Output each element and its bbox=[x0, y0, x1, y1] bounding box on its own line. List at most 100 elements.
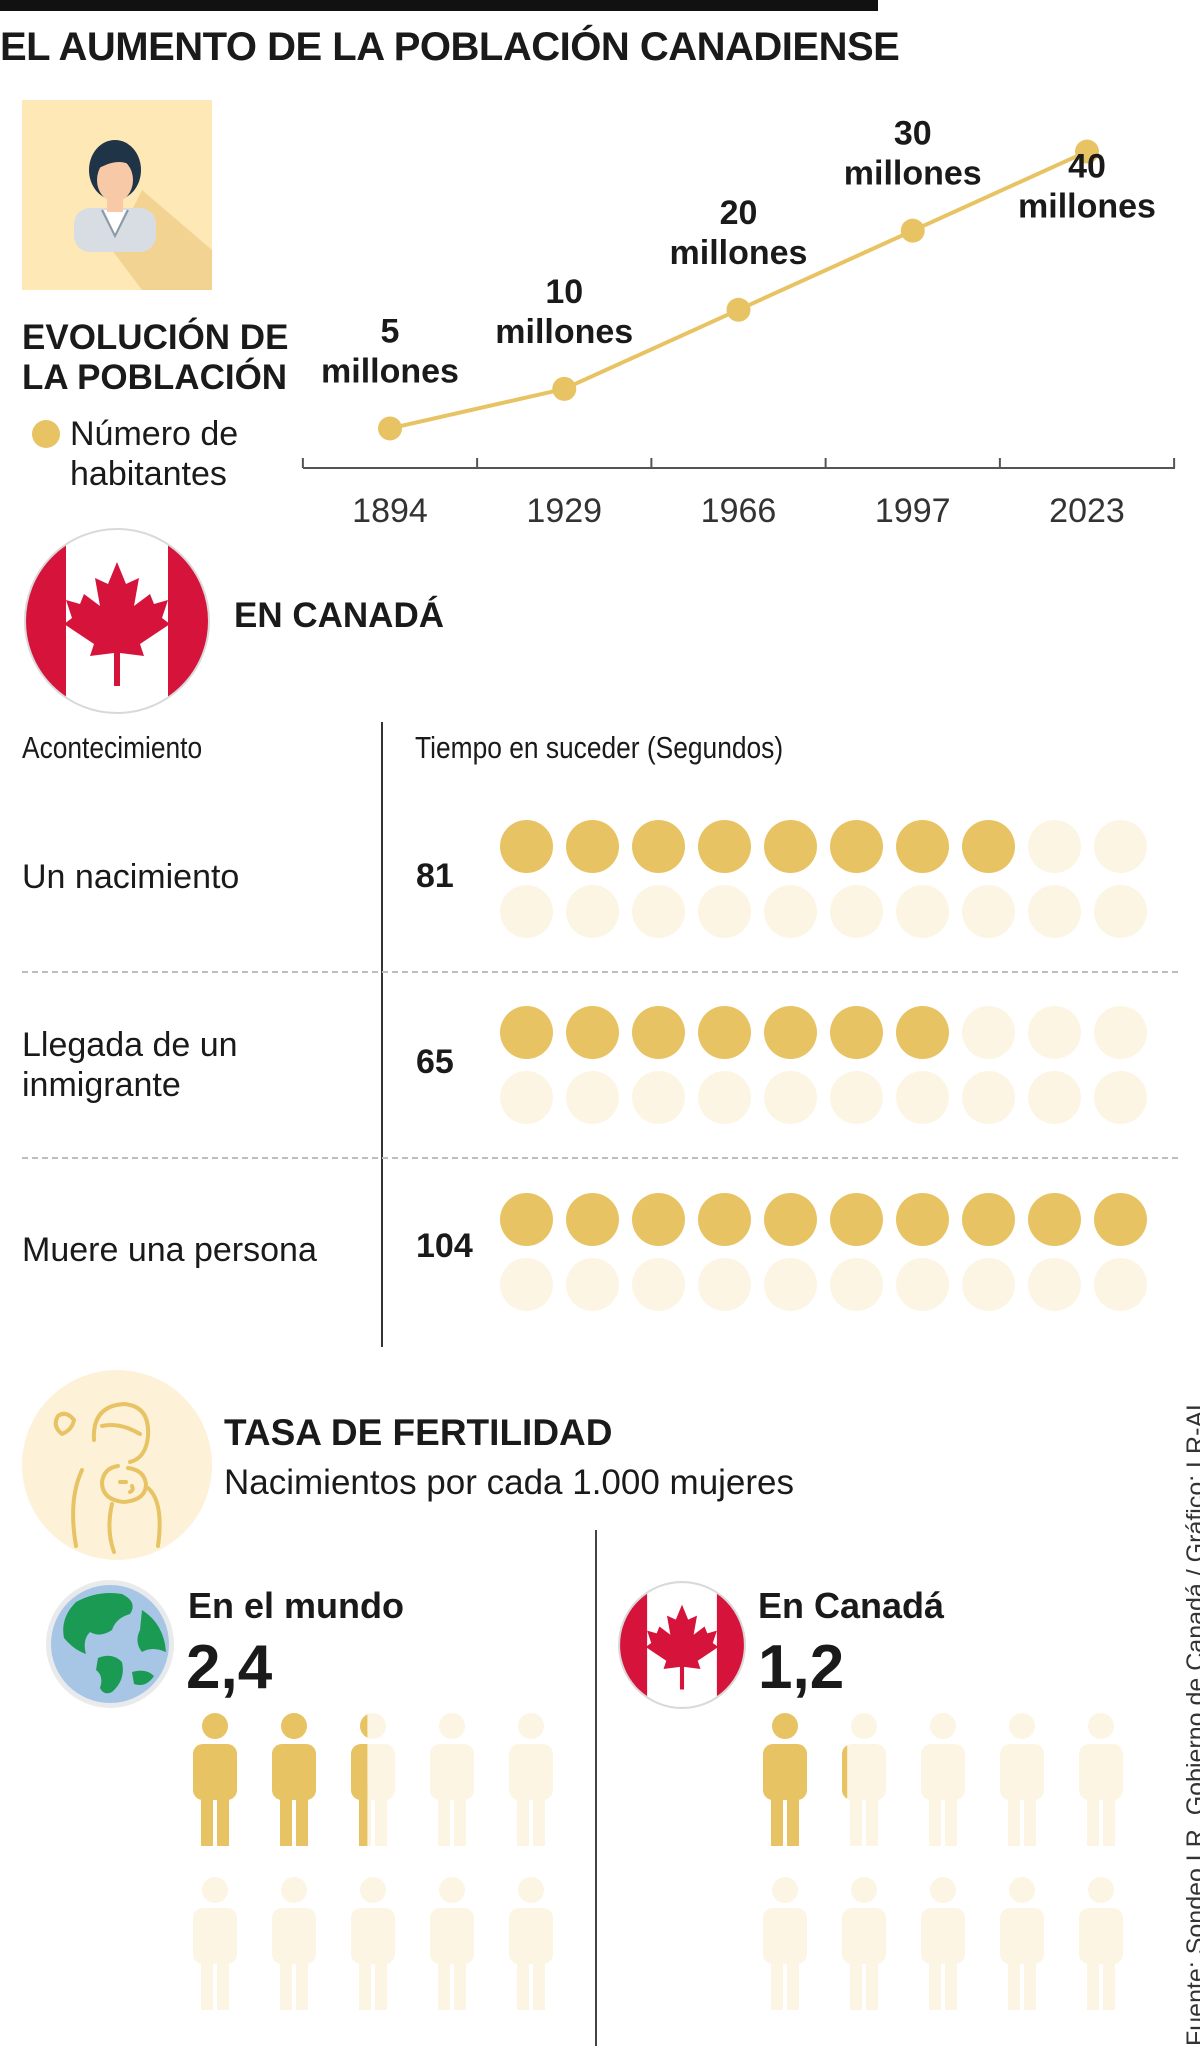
dot-empty bbox=[1094, 820, 1147, 873]
dot-row bbox=[500, 1006, 1147, 1059]
dot-filled bbox=[566, 1193, 619, 1246]
person-icon-empty bbox=[1079, 1877, 1123, 2010]
table-divider bbox=[381, 722, 383, 1347]
dot-filled bbox=[500, 1193, 553, 1246]
dot-filled bbox=[962, 820, 1015, 873]
person-icon-empty bbox=[842, 1877, 886, 2010]
page-title: EL AUMENTO DE LA POBLACIÓN CANADIENSE bbox=[0, 25, 900, 69]
dot-empty bbox=[896, 885, 949, 938]
canada-value: 1,2 bbox=[758, 1633, 845, 1702]
source-note: Fuente: Sondeo LR, Gobierno de Canadá / … bbox=[1182, 1397, 1200, 2046]
data-label-unit: millones bbox=[321, 352, 459, 390]
dot-empty bbox=[1028, 885, 1081, 938]
dot-filled bbox=[896, 1193, 949, 1246]
dot-filled bbox=[500, 820, 553, 873]
column-header-time: Tiempo en suceder (Segundos) bbox=[415, 730, 784, 765]
person-icon-empty bbox=[1000, 1713, 1044, 1846]
dot-empty bbox=[1094, 885, 1147, 938]
people-grid-canada bbox=[757, 1712, 1129, 2010]
people-grid-world bbox=[187, 1712, 559, 2010]
dot-empty bbox=[500, 1071, 553, 1124]
data-point bbox=[552, 376, 577, 401]
dot-row bbox=[500, 820, 1147, 873]
world-label: En el mundo bbox=[188, 1585, 404, 1626]
dot-empty bbox=[830, 1071, 883, 1124]
legend-dot-icon bbox=[32, 420, 60, 448]
canada-section-title: EN CANADÁ bbox=[234, 596, 444, 635]
data-label-number: 20 bbox=[720, 194, 758, 232]
x-tick-label: 1966 bbox=[701, 492, 777, 530]
mother-baby-icon bbox=[22, 1370, 212, 1560]
person-icon-empty bbox=[351, 1877, 395, 2010]
data-label-number: 5 bbox=[381, 312, 400, 350]
dot-empty bbox=[1028, 1258, 1081, 1311]
person-icon-empty bbox=[193, 1877, 237, 2010]
dot-empty bbox=[566, 1258, 619, 1311]
dot-empty bbox=[830, 1258, 883, 1311]
dot-empty bbox=[962, 1071, 1015, 1124]
dot-empty bbox=[962, 885, 1015, 938]
person-icon-empty bbox=[509, 1713, 553, 1846]
dot-filled bbox=[566, 820, 619, 873]
dot-empty bbox=[698, 1258, 751, 1311]
dot-filled bbox=[764, 1193, 817, 1246]
data-point bbox=[726, 297, 751, 322]
dot-filled bbox=[830, 820, 883, 873]
dot-filled bbox=[764, 820, 817, 873]
top-rule bbox=[0, 0, 878, 11]
dot-empty bbox=[698, 1071, 751, 1124]
dot-empty bbox=[632, 1071, 685, 1124]
data-label-unit: millones bbox=[1018, 188, 1156, 226]
person-icon-partial bbox=[351, 1713, 395, 1846]
dot-filled bbox=[764, 1006, 817, 1059]
x-tick-label: 1929 bbox=[526, 492, 602, 530]
dot-empty bbox=[1094, 1071, 1147, 1124]
person-icon-empty bbox=[921, 1877, 965, 2010]
person-icon-filled bbox=[763, 1713, 807, 1846]
person-icon-empty bbox=[921, 1713, 965, 1846]
canada-flag-small-icon bbox=[617, 1580, 747, 1710]
world-value: 2,4 bbox=[186, 1633, 273, 1702]
row-value-immigrant: 65 bbox=[416, 1043, 454, 1081]
dot-empty bbox=[632, 885, 685, 938]
fertility-title: TASA DE FERTILIDAD bbox=[224, 1412, 613, 1453]
person-icon-empty bbox=[272, 1877, 316, 2010]
x-tick-label: 1894 bbox=[352, 492, 428, 530]
dot-filled bbox=[896, 820, 949, 873]
dot-filled bbox=[500, 1006, 553, 1059]
evolution-title: EVOLUCIÓN DE LA POBLACIÓN bbox=[22, 318, 289, 397]
x-axis-ticks bbox=[301, 458, 1176, 468]
dot-filled bbox=[896, 1006, 949, 1059]
dot-row bbox=[500, 1258, 1147, 1311]
dot-row bbox=[500, 1193, 1147, 1246]
dot-empty bbox=[632, 1258, 685, 1311]
dot-empty bbox=[962, 1258, 1015, 1311]
data-label-unit: millones bbox=[670, 234, 808, 272]
x-tick-label: 2023 bbox=[1049, 492, 1125, 530]
dot-empty bbox=[1094, 1258, 1147, 1311]
dot-filled bbox=[632, 1006, 685, 1059]
row-divider bbox=[22, 971, 1178, 973]
data-label-unit: millones bbox=[495, 313, 633, 351]
row-label-immigrant: Llegada de un inmigrante bbox=[22, 1026, 238, 1104]
person-icon-empty bbox=[509, 1877, 553, 2010]
dot-filled bbox=[698, 820, 751, 873]
dot-row bbox=[500, 885, 1147, 938]
data-label-number: 30 bbox=[894, 115, 932, 153]
dot-empty bbox=[1028, 1006, 1081, 1059]
panel-divider bbox=[595, 1530, 597, 2046]
person-icon-filled bbox=[193, 1713, 237, 1846]
data-label-number: 40 bbox=[1068, 148, 1106, 186]
person-icon bbox=[22, 100, 212, 290]
dot-empty bbox=[830, 885, 883, 938]
data-label-unit: millones bbox=[844, 155, 982, 193]
row-value-birth: 81 bbox=[416, 857, 454, 895]
canada-label: En Canadá bbox=[758, 1585, 945, 1626]
dot-empty bbox=[1028, 820, 1081, 873]
dot-filled bbox=[1028, 1193, 1081, 1246]
dot-filled bbox=[830, 1006, 883, 1059]
row-label-birth: Un nacimiento bbox=[22, 858, 240, 896]
dot-empty bbox=[962, 1006, 1015, 1059]
person-icon-empty bbox=[763, 1877, 807, 2010]
person-icon-partial bbox=[842, 1713, 886, 1846]
